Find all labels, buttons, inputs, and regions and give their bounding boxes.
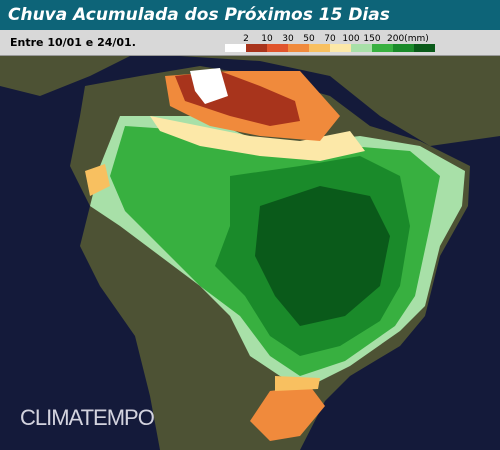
legend-label: 2 [243, 34, 249, 44]
period: Entre 10/01 e 24/01. [10, 36, 136, 49]
legend-swatch [267, 44, 288, 52]
rain-south-orange [250, 386, 325, 441]
legend-label: 150 [363, 34, 380, 44]
watermark: CLIMATEMPO [20, 405, 155, 430]
legend-swatch [351, 44, 372, 52]
rain-white [190, 68, 228, 104]
legend-swatch [246, 44, 267, 52]
legend: 2 10 30 50 70 100 150 200(mm) [225, 34, 435, 52]
rain-darkest-green [255, 186, 390, 326]
title: Chuva Acumulada dos Próximos 15 Dias [0, 0, 500, 30]
legend-swatch [309, 44, 330, 52]
legend-label: 30 [282, 34, 294, 44]
legend-label: 50 [303, 34, 315, 44]
rain-south-yellow [275, 376, 320, 391]
legend-swatch [225, 44, 246, 52]
legend-label: 200(mm) [387, 34, 429, 44]
legend-swatch [288, 44, 309, 52]
legend-swatch [393, 44, 414, 52]
rain-yellow [150, 116, 365, 161]
legend-swatch [330, 44, 351, 52]
legend-swatch [372, 44, 393, 52]
map [0, 56, 500, 450]
header-bar: Entre 10/01 e 24/01. 2 10 30 50 70 100 150 200(… [0, 30, 500, 56]
land [0, 56, 500, 146]
rain-west-yellow [85, 164, 110, 196]
legend-label: 10 [261, 34, 273, 44]
legend-label: 100 [342, 34, 359, 44]
legend-swatch [414, 44, 435, 52]
legend-label: 70 [324, 34, 336, 44]
